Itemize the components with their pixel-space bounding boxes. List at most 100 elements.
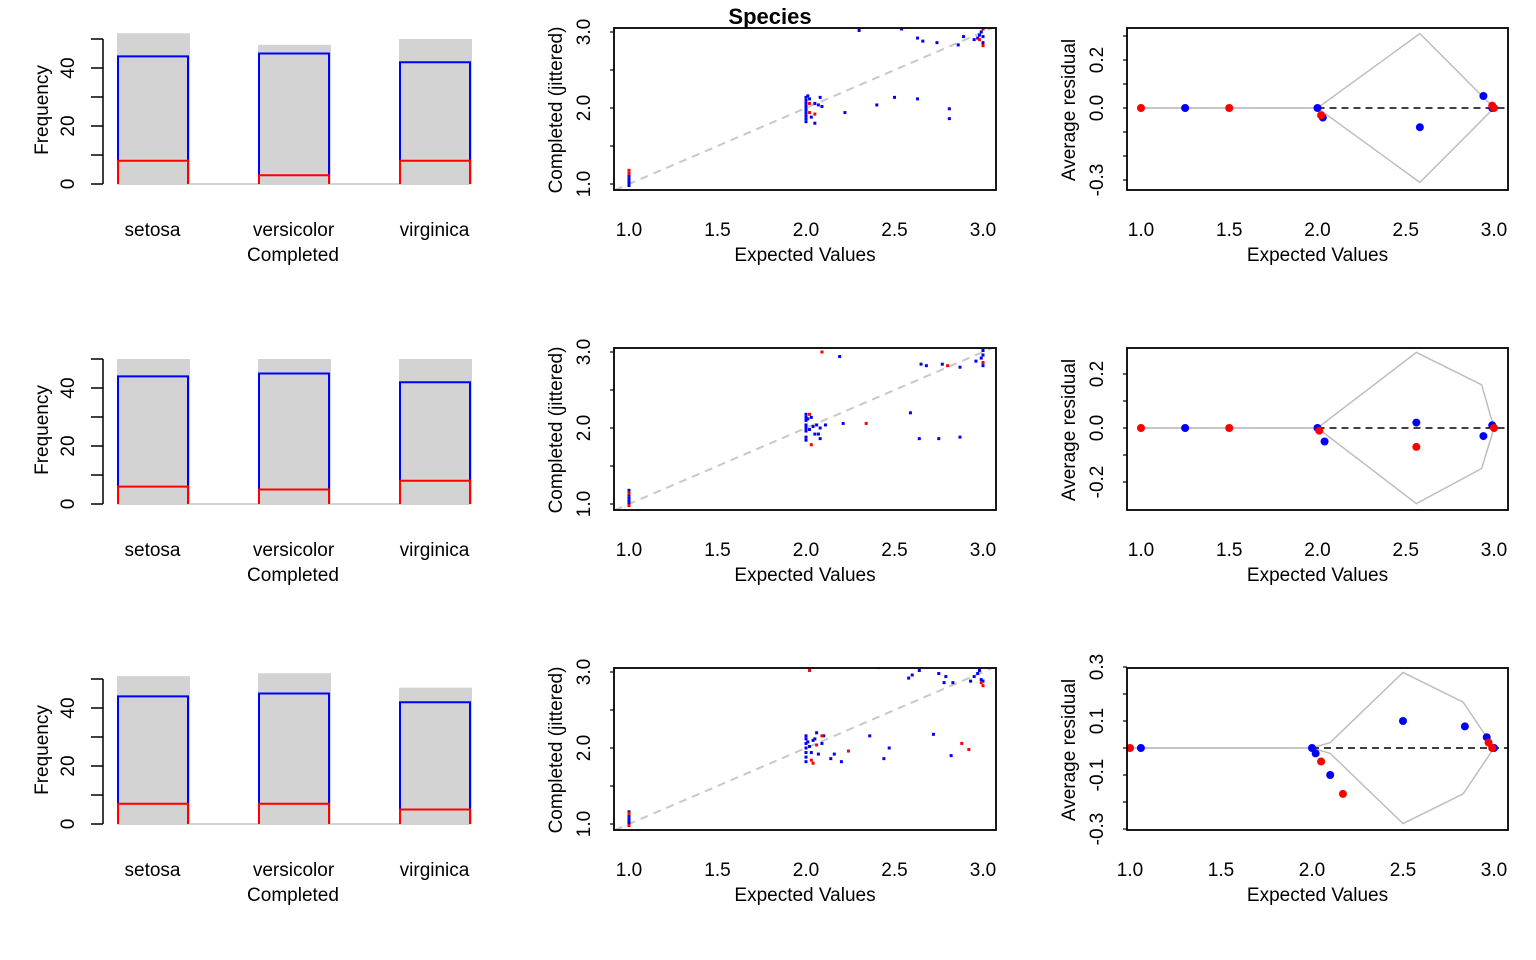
bar-imputed-setosa	[117, 159, 189, 184]
x-tick-label: 3.0	[970, 860, 996, 881]
point-observed	[809, 115, 813, 119]
point-imputed	[946, 364, 950, 368]
bar-observed-versicolor	[258, 52, 330, 184]
point-imputed	[813, 112, 817, 116]
bar-observed-versicolor	[258, 372, 330, 504]
point-observed	[829, 757, 833, 761]
x-axis-label: Expected Values	[1247, 245, 1388, 266]
point-observed	[804, 418, 808, 422]
y-tick-label: 20	[58, 435, 79, 456]
point-observed	[816, 432, 820, 436]
y-axis-label: Frequency	[32, 705, 53, 795]
point-imputed	[820, 734, 824, 738]
point-observed	[627, 499, 631, 503]
bar-observed-virginica	[399, 61, 471, 184]
point-observed	[627, 493, 631, 497]
x-tick-label: setosa	[125, 540, 181, 561]
point-observed	[808, 97, 812, 101]
point-imputed	[1315, 426, 1324, 435]
point-observed	[1326, 771, 1335, 779]
point-observed	[838, 355, 842, 359]
x-tick-label: 1.0	[1128, 220, 1154, 241]
x-tick-label: 3.0	[970, 220, 996, 241]
x-tick-label: 2.0	[793, 540, 819, 561]
x-tick-label: 2.0	[793, 860, 819, 881]
point-observed	[804, 438, 808, 442]
y-tick-label: 3.0	[574, 339, 595, 365]
point-observed	[808, 744, 812, 748]
x-tick-label: 1.0	[1128, 540, 1154, 561]
x-axis-label: Expected Values	[1247, 885, 1388, 906]
point-observed	[981, 41, 985, 45]
x-axis-label: Expected Values	[734, 885, 875, 906]
y-axis-label: Frequency	[32, 65, 53, 155]
x-tick-label: 2.5	[881, 220, 907, 241]
point-imputed	[981, 28, 985, 31]
point-observed	[627, 817, 631, 821]
point-observed	[820, 741, 824, 745]
point-observed	[979, 356, 983, 360]
y-tick-label: 0.2	[1087, 47, 1108, 73]
envelope-upper	[1141, 32, 1495, 109]
y-tick-label: 2.0	[574, 735, 595, 761]
point-imputed	[1317, 111, 1326, 120]
bar-completed-setosa	[117, 676, 190, 824]
point-observed	[976, 672, 980, 676]
point-imputed	[820, 350, 824, 354]
point-observed	[949, 754, 953, 758]
point-observed	[868, 734, 872, 738]
point-observed	[882, 757, 886, 761]
point-observed	[917, 437, 921, 441]
x-tick-label: 1.5	[1216, 220, 1242, 241]
point-observed	[804, 104, 808, 108]
point-imputed	[1412, 442, 1421, 451]
point-observed	[813, 432, 817, 436]
panel-residual-row-1: 1.0 1.5 2.0 2.5 3.0 -0.3 0.0 0.2 Average residua…	[1059, 27, 1509, 266]
point-observed	[804, 114, 808, 118]
bar-imputed-versicolor	[258, 488, 330, 504]
point-imputed	[960, 741, 964, 745]
plot-box	[1126, 667, 1509, 831]
y-tick-label: 1.0	[574, 171, 595, 197]
point-observed	[816, 103, 820, 107]
point-observed	[1313, 104, 1322, 112]
point-observed	[917, 668, 921, 672]
point-observed	[1479, 92, 1488, 100]
point-observed	[940, 362, 944, 366]
x-tick-label: 2.5	[1393, 540, 1419, 561]
point-observed	[832, 752, 836, 756]
y-tick-label: 2.0	[574, 415, 595, 441]
bar-observed-setosa	[117, 55, 189, 184]
point-imputed	[1137, 104, 1145, 112]
point-observed	[893, 95, 896, 99]
point-observed	[981, 679, 985, 683]
point-imputed	[808, 412, 812, 416]
point-observed	[806, 417, 810, 421]
point-observed	[1320, 437, 1329, 446]
point-imputed	[811, 761, 815, 765]
x-tick-label: 1.0	[1117, 860, 1143, 881]
point-observed	[921, 39, 925, 43]
point-observed	[972, 675, 976, 679]
point-observed	[924, 364, 928, 368]
point-observed	[804, 101, 808, 105]
point-observed	[977, 668, 981, 672]
point-imputed	[1338, 789, 1347, 798]
point-observed	[804, 435, 808, 439]
y-tick-label: 20	[58, 115, 79, 136]
point-observed	[815, 423, 819, 427]
bar-imputed-setosa	[117, 802, 189, 824]
bar-imputed-setosa	[117, 485, 189, 504]
x-tick-label: 2.0	[1304, 220, 1330, 241]
x-tick-label: 1.0	[616, 860, 642, 881]
x-tick-label: 2.0	[1299, 860, 1325, 881]
bar-completed-setosa	[117, 359, 190, 504]
point-imputed	[967, 748, 971, 752]
y-tick-label: 2.0	[574, 95, 595, 121]
point-observed	[808, 428, 812, 432]
y-tick-label: 0.1	[1087, 708, 1108, 734]
bar-imputed-versicolor	[258, 802, 330, 824]
point-imputed	[1317, 757, 1326, 766]
